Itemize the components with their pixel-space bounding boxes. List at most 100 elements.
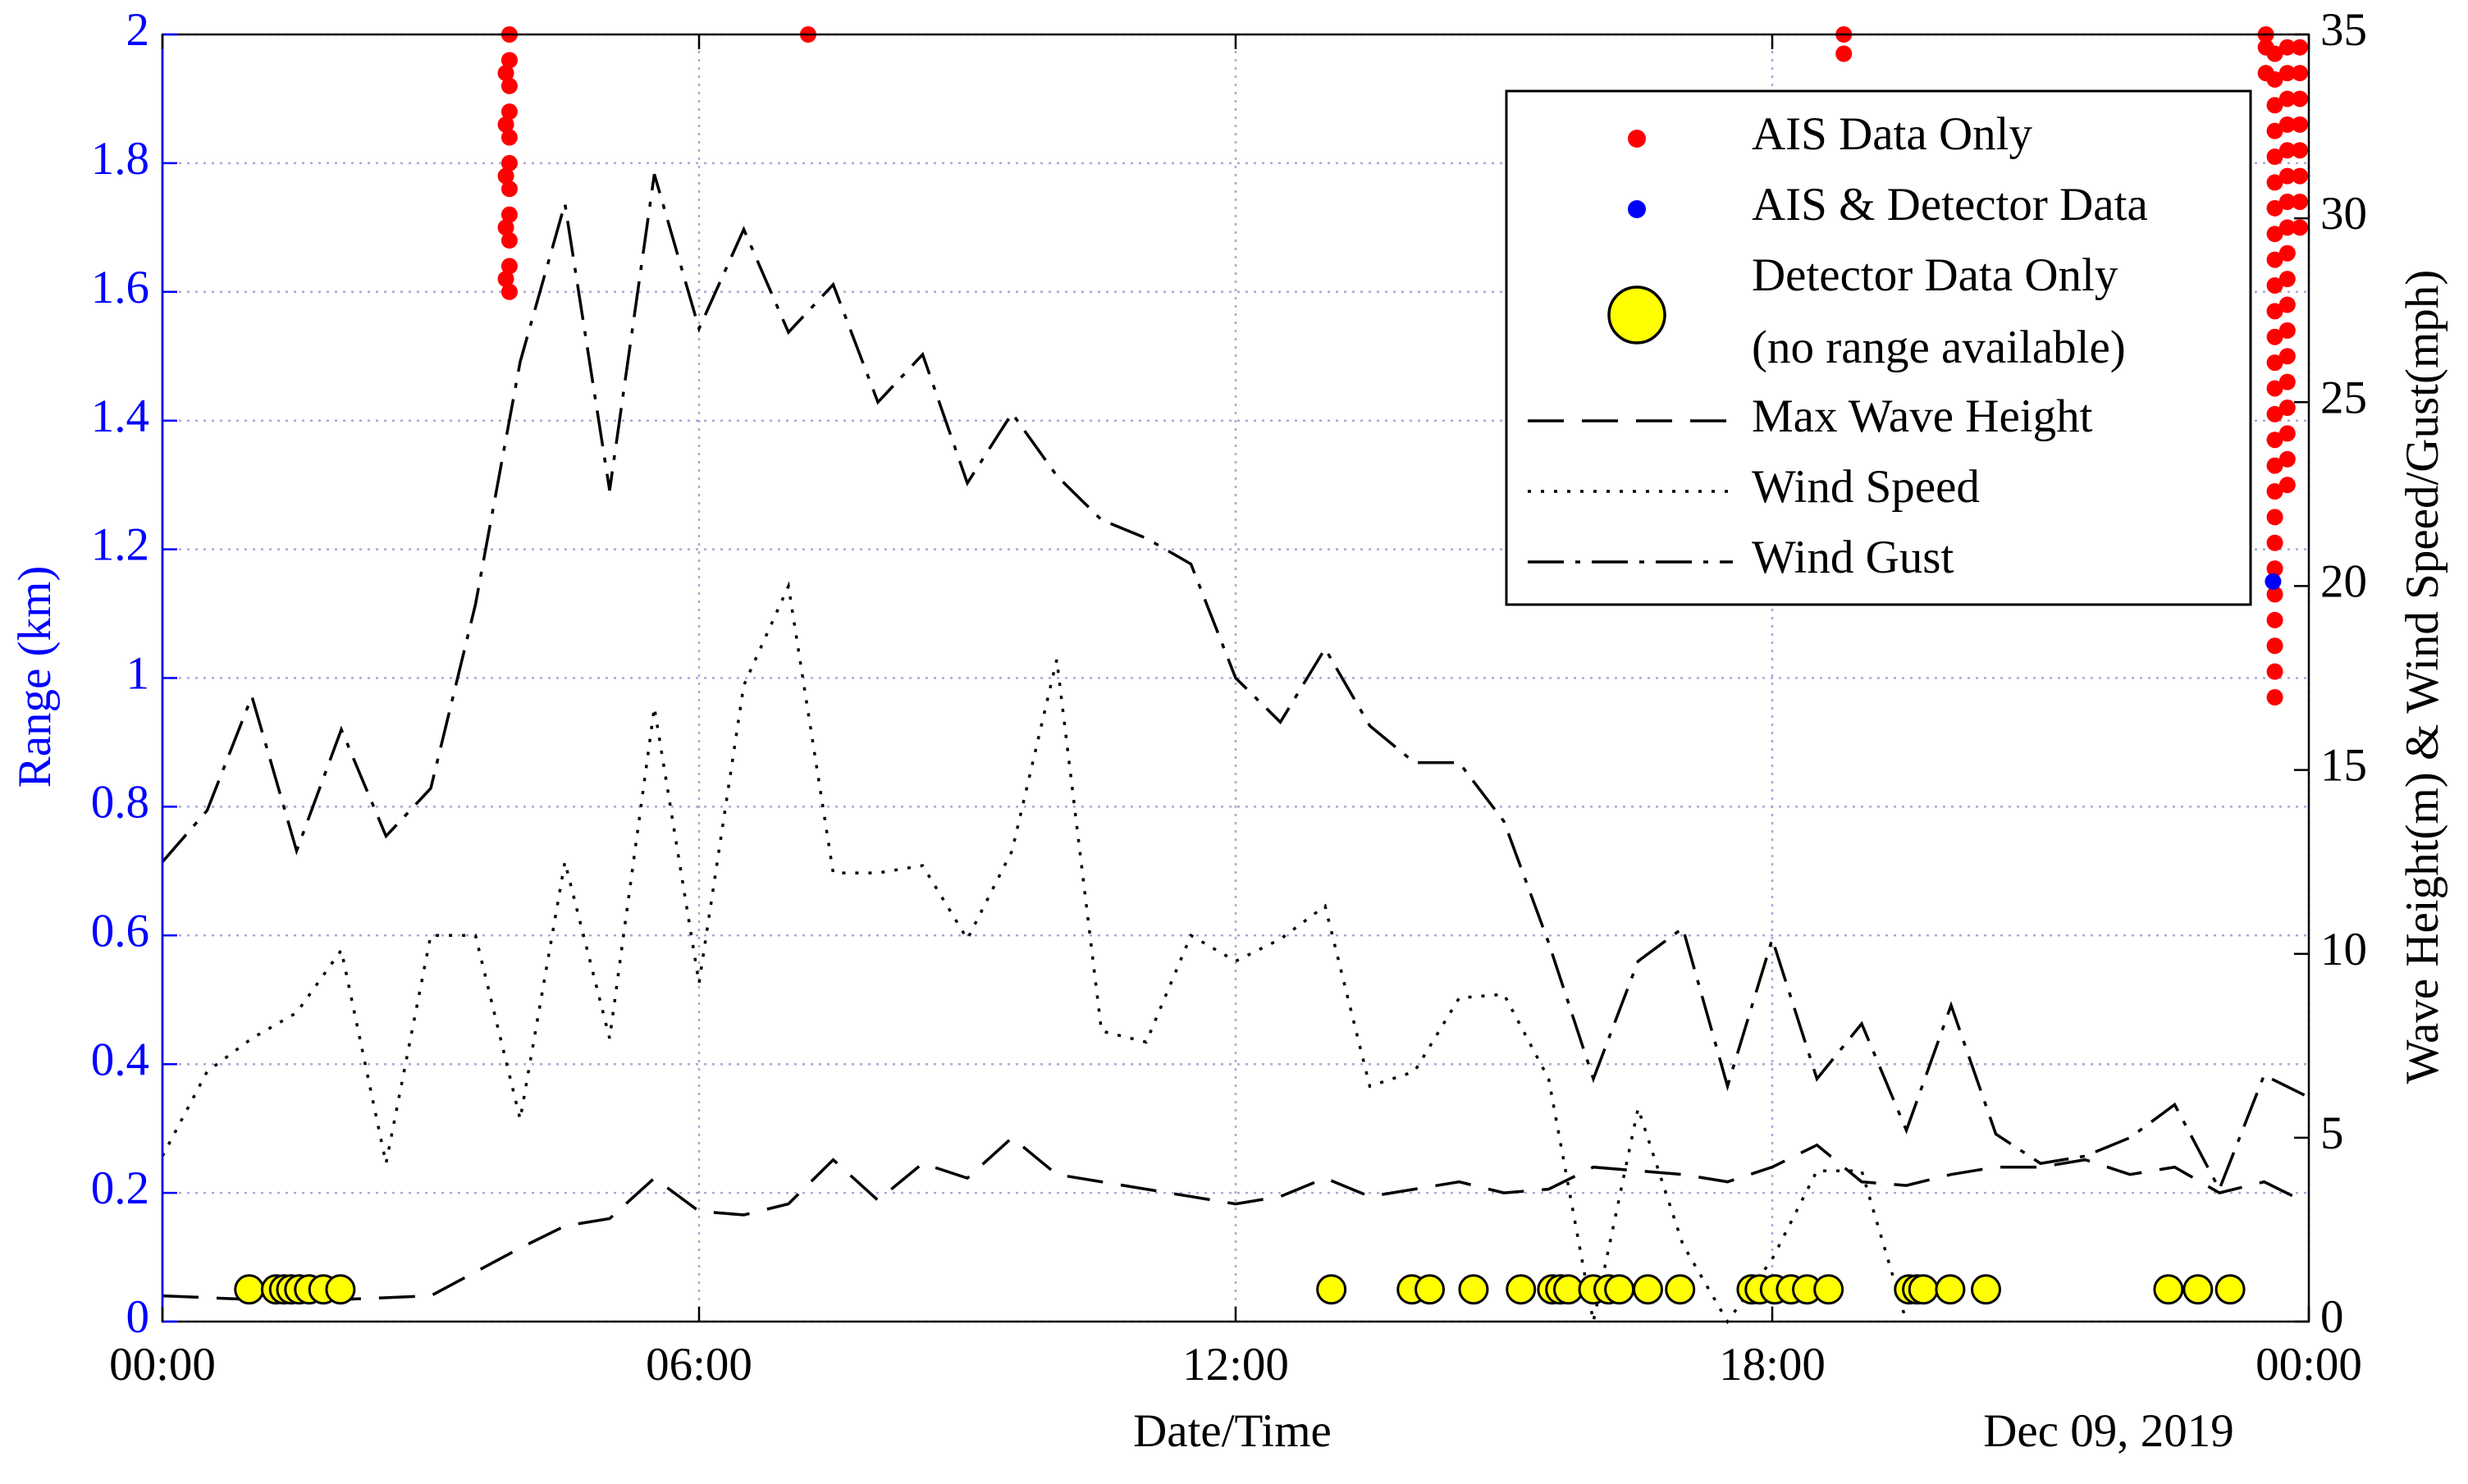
data-point (2292, 116, 2309, 133)
detection-marker (1908, 1274, 1939, 1305)
date-note: Dec 09, 2019 (1983, 1405, 2234, 1457)
data-point (2292, 142, 2309, 159)
detection-marker (1506, 1274, 1537, 1305)
data-point (2266, 226, 2283, 243)
x-tick-label: 00:00 (109, 1339, 216, 1390)
data-point (2266, 71, 2283, 88)
detection-marker (2214, 1274, 2246, 1305)
data-point (2266, 637, 2283, 655)
data-point (2266, 174, 2283, 191)
legend-label: AIS Data Only (1752, 108, 2032, 160)
data-point (2266, 380, 2283, 397)
y-tick-label: 0.6 (91, 905, 149, 957)
x-tick-label: 06:00 (646, 1339, 752, 1390)
y-tick-label: 1.4 (91, 390, 149, 442)
data-point (2266, 534, 2283, 551)
data-point (497, 219, 514, 236)
detection-marker (1632, 1274, 1663, 1305)
y2-tick-label: 10 (2320, 924, 2367, 975)
data-point (500, 129, 518, 146)
y2-tick-label: 25 (2320, 372, 2367, 423)
data-point (500, 154, 518, 171)
x-tick-label: 00:00 (2255, 1339, 2362, 1390)
data-point (2266, 457, 2283, 474)
data-point (500, 103, 518, 121)
x-tick-label: 18:00 (1719, 1339, 1826, 1390)
detection-marker (1316, 1274, 1347, 1305)
detection-marker (1665, 1274, 1696, 1305)
y-tick-label: 0.4 (91, 1034, 149, 1085)
data-point (497, 116, 514, 133)
y2-tick-label: 5 (2320, 1107, 2344, 1159)
data-point (500, 232, 518, 249)
data-point (2266, 663, 2283, 680)
data-point (500, 180, 518, 198)
data-point (2266, 405, 2283, 422)
y-tick-label: 1.8 (91, 133, 149, 185)
detection-marker (1813, 1274, 1844, 1305)
data-point (500, 283, 518, 300)
data-point (2278, 400, 2296, 417)
data-point (2266, 560, 2283, 578)
data-point (2278, 142, 2296, 159)
legend-label: Max Wave Height (1752, 390, 2093, 442)
data-point (2266, 122, 2283, 139)
data-point (497, 65, 514, 82)
data-point (2266, 432, 2283, 449)
y-axis-label: Range (km) (9, 566, 61, 788)
data-point (2266, 482, 2283, 500)
data-point (2292, 90, 2309, 107)
data-point (2266, 354, 2283, 372)
data-point (2266, 45, 2283, 62)
data-point (2278, 244, 2296, 262)
legend-marker (1628, 130, 1646, 148)
data-point (2292, 219, 2309, 236)
data-point (2266, 276, 2283, 294)
x-axis-label: Date/Time (1133, 1405, 1332, 1457)
data-point (497, 271, 514, 288)
y2-tick-label: 30 (2320, 188, 2367, 240)
y-tick-label: 2 (126, 4, 150, 56)
y2-tick-label: 0 (2320, 1291, 2344, 1343)
data-point (2278, 373, 2296, 390)
detection-marker (325, 1274, 356, 1305)
legend-marker (1628, 200, 1646, 218)
data-point (2266, 97, 2283, 114)
data-point (2278, 167, 2296, 185)
data-point (2292, 39, 2309, 56)
detection-marker (234, 1274, 265, 1305)
data-point (2278, 219, 2296, 236)
data-point (2278, 322, 2296, 339)
x-tick-label: 12:00 (1182, 1339, 1289, 1390)
y-tick-label: 1 (126, 648, 150, 700)
data-point (2292, 65, 2309, 82)
data-point (2278, 193, 2296, 210)
detection-marker (1415, 1274, 1446, 1305)
data-point (2266, 586, 2283, 603)
legend-box (1505, 89, 2252, 606)
data-point (2278, 296, 2296, 313)
data-point (2278, 450, 2296, 468)
legend-label: Detector Data Only (1752, 249, 2118, 301)
detection-marker (1458, 1274, 1489, 1305)
data-point (2278, 65, 2296, 82)
detection-marker (2182, 1274, 2214, 1305)
detection-marker (1971, 1274, 2002, 1305)
line-series (161, 581, 1908, 1325)
data-point (497, 167, 514, 185)
legend-label: Wind Gust (1752, 532, 1954, 583)
data-point (2266, 509, 2283, 526)
y-tick-label: 1.2 (91, 519, 149, 571)
data-point (500, 77, 518, 94)
data-point (2266, 328, 2283, 345)
data-point (2266, 199, 2283, 217)
data-point (2292, 167, 2309, 185)
legend-marker (1607, 285, 1666, 345)
data-point (2278, 425, 2296, 442)
data-point (2278, 271, 2296, 288)
data-point (2278, 39, 2296, 56)
detection-marker (1935, 1274, 1966, 1305)
y2-tick-label: 20 (2320, 556, 2367, 608)
